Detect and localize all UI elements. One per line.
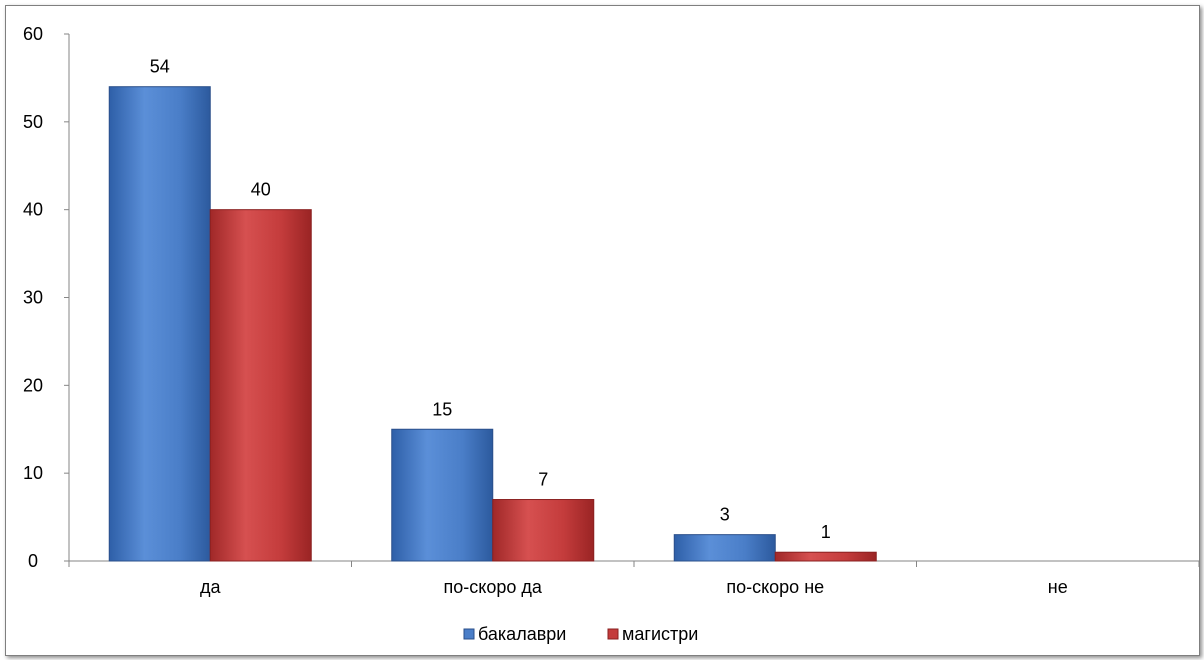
x-tick-label: не [1048, 577, 1068, 597]
y-tick-label: 20 [23, 375, 43, 395]
x-tick-label: по-скоро да [444, 577, 543, 597]
bars-group [108, 86, 877, 562]
bar-bachelors [108, 86, 211, 562]
legend-swatch-masters [607, 628, 619, 640]
bar-bachelors [391, 428, 494, 562]
chart-frame: 0 10 20 30 40 50 60 да по-скоро да по-скоро не не … [5, 5, 1200, 656]
y-tick-label: 50 [23, 112, 43, 132]
legend-swatch-bachelors [463, 628, 475, 640]
data-label: 15 [432, 399, 452, 419]
y-tick-label: 60 [23, 24, 43, 44]
data-label: 3 [720, 505, 730, 525]
data-label: 40 [251, 180, 271, 200]
bar-bachelors [673, 534, 776, 562]
data-label: 54 [150, 57, 170, 77]
y-tick-label: 30 [23, 288, 43, 308]
legend-label: магистри [622, 624, 698, 644]
legend-label: бакалаври [478, 624, 566, 644]
bar-masters [209, 209, 312, 562]
data-label: 1 [821, 522, 831, 542]
bar-masters [774, 551, 877, 562]
labels-group: 54 40 15 7 3 1 [150, 57, 831, 543]
legend: бакалаври магистри [463, 624, 698, 644]
y-tick-label: 10 [23, 463, 43, 483]
y-tick-label: 40 [23, 200, 43, 220]
axes: 0 10 20 30 40 50 60 да по-скоро да по-скоро не не [23, 24, 1200, 597]
bar-masters [492, 499, 595, 562]
y-tick-label: 0 [28, 551, 38, 571]
x-tick-label: по-скоро не [726, 577, 824, 597]
x-tick-label: да [200, 577, 222, 597]
data-label: 7 [538, 470, 548, 490]
